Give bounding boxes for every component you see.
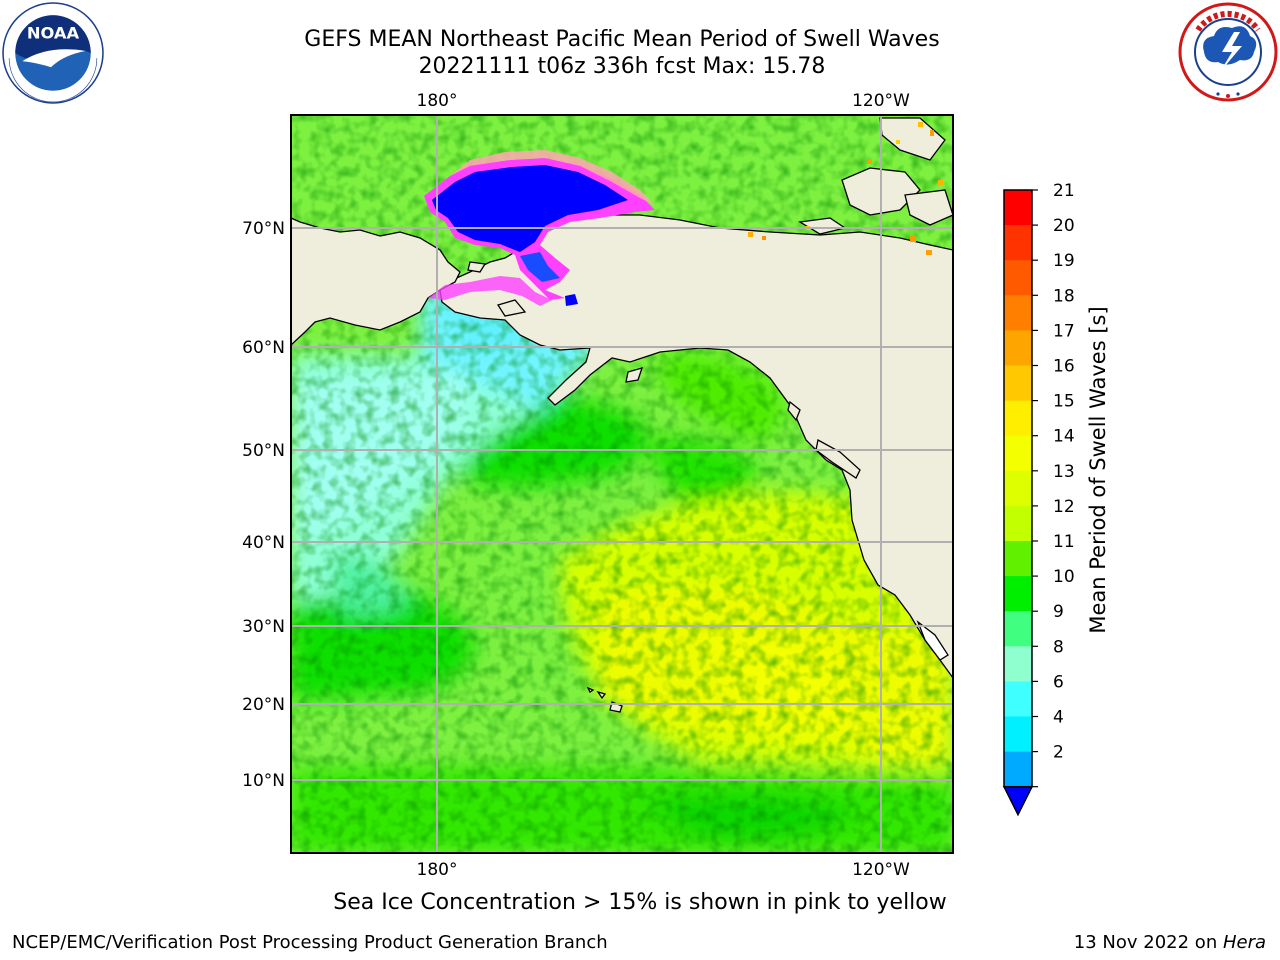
colorbar-tick-label: 4 xyxy=(1053,708,1064,728)
colorbar-segment xyxy=(1004,225,1032,261)
noaa-logo: NOAA xyxy=(2,2,104,104)
colorbar-tick-label: 17 xyxy=(1053,321,1075,341)
colorbar-tick-label: 13 xyxy=(1053,462,1075,482)
colorbar-segment xyxy=(1004,576,1032,612)
colorbar-tick-label: 21 xyxy=(1053,181,1075,201)
lat-label-60n: 60°N xyxy=(242,338,285,358)
colorbar-segment xyxy=(1004,295,1032,331)
noaa-wordmark: NOAA xyxy=(27,24,80,43)
footer-date-text: 13 Nov 2022 on xyxy=(1073,932,1223,953)
lat-label-30n: 30°N xyxy=(242,617,285,637)
colorbar-tick-label: 14 xyxy=(1053,427,1075,447)
colorbar-tick-label: 8 xyxy=(1053,637,1064,657)
map-subtitle: 20221111 t06z 336h fcst Max: 15.78 xyxy=(418,54,826,79)
colorbar-segment xyxy=(1004,470,1032,507)
lat-label-70n: 70°N xyxy=(242,219,285,239)
colorbar-segment xyxy=(1004,505,1032,542)
lon-label-top-180: 180° xyxy=(417,91,458,111)
colorbar-tick-label: 19 xyxy=(1053,251,1075,271)
colorbar-tick-label: 20 xyxy=(1053,216,1075,236)
map-title: GEFS MEAN Northeast Pacific Mean Period … xyxy=(304,27,940,52)
colorbar-segment xyxy=(1004,435,1032,472)
colorbar-extend-min xyxy=(1002,785,1034,817)
footer-date: 13 Nov 2022 on Hera xyxy=(1074,932,1266,953)
colorbar-title: Mean Period of Swell Waves [s] xyxy=(1086,306,1110,634)
colorbar-tick-label: 15 xyxy=(1053,392,1075,412)
colorbar-tick-label: 10 xyxy=(1053,567,1075,587)
colorbar-segment xyxy=(1004,190,1032,226)
national-weather-service-logo xyxy=(1178,2,1278,102)
colorbar-segment xyxy=(1004,365,1032,402)
colorbar-tick-label: 9 xyxy=(1053,602,1064,622)
colorbar-segment xyxy=(1004,681,1032,717)
colorbar-tick-label: 2 xyxy=(1053,743,1064,763)
colorbar-frame xyxy=(1003,189,1033,788)
colorbar-tick-label: 16 xyxy=(1053,357,1075,377)
colorbar-segment xyxy=(1004,646,1032,682)
colorbar-segment xyxy=(1004,716,1032,753)
lat-label-50n: 50°N xyxy=(242,441,285,461)
map-plot-area xyxy=(291,115,953,853)
land xyxy=(291,115,953,713)
footer-credit: NCEP/EMC/Verification Post Processing Pr… xyxy=(12,932,608,953)
lat-label-10n: 10°N xyxy=(242,771,285,791)
colorbar-tick-label: 12 xyxy=(1053,497,1075,517)
lon-label-bottom-120w: 120°W xyxy=(852,860,910,880)
colorbar-tick-label: 11 xyxy=(1053,532,1075,552)
colorbar: 21 20 19 18 17 16 15 14 13 12 11 10 9 8 6 4 2 xyxy=(1002,181,1075,817)
colorbar-segment xyxy=(1004,400,1032,437)
colorbar-segment xyxy=(1004,541,1032,577)
colorbar-segment xyxy=(1004,330,1032,366)
colorbar-tick-label: 18 xyxy=(1053,286,1075,306)
lon-label-bottom-180: 180° xyxy=(417,860,458,880)
lon-label-top-120w: 120°W xyxy=(852,91,910,111)
map-frame xyxy=(290,114,954,854)
lat-label-20n: 20°N xyxy=(242,695,285,715)
lat-label-40n: 40°N xyxy=(242,533,285,553)
graticule xyxy=(291,115,953,853)
colorbar-tick-label: 6 xyxy=(1053,672,1064,692)
sea-ice-note: Sea Ice Concentration > 15% is shown in … xyxy=(333,890,947,915)
colorbar-segment xyxy=(1004,751,1032,788)
colorbar-segment xyxy=(1004,611,1032,647)
footer-host: Hera xyxy=(1222,932,1266,953)
colorbar-segment xyxy=(1004,260,1032,296)
